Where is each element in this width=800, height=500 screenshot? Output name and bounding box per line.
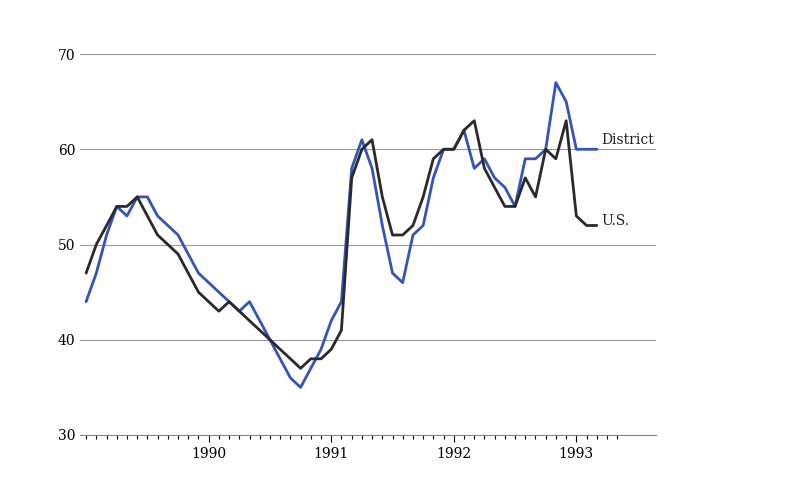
Text: District: District (601, 133, 654, 147)
Text: U.S.: U.S. (601, 214, 629, 228)
